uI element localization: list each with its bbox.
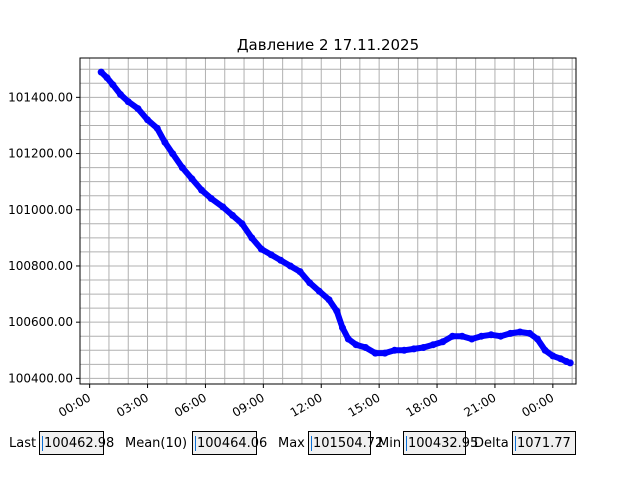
grid-lines bbox=[80, 58, 576, 384]
y-tick-label: 100400.00 bbox=[8, 371, 73, 385]
y-tick-label: 100600.00 bbox=[8, 315, 73, 329]
stat-label-max: Max bbox=[278, 436, 305, 451]
x-tick-label: 21:00 bbox=[461, 390, 498, 419]
data-point bbox=[497, 332, 505, 340]
text-caret bbox=[195, 436, 196, 451]
data-point bbox=[449, 332, 456, 340]
stat-label-mean: Mean(10) bbox=[125, 436, 188, 451]
data-point bbox=[410, 345, 418, 353]
text-caret bbox=[406, 436, 407, 451]
data-point bbox=[207, 195, 215, 202]
data-point bbox=[557, 355, 565, 363]
data-point bbox=[339, 324, 346, 332]
data-point bbox=[344, 335, 352, 343]
x-tick-label: 09:00 bbox=[230, 390, 267, 419]
data-point bbox=[306, 279, 314, 287]
y-tick-label: 100800.00 bbox=[8, 259, 73, 273]
data-point bbox=[315, 287, 323, 295]
x-axis: 00:00 03:00 06:00 09:00 12:00 15:00 18:00 21:00… bbox=[56, 384, 556, 420]
stat-value-last: 100462.98 bbox=[44, 436, 115, 451]
y-tick-label: 101000.00 bbox=[8, 203, 73, 217]
x-tick-label: 18:00 bbox=[404, 390, 441, 419]
data-point bbox=[566, 359, 574, 367]
data-point bbox=[296, 268, 304, 276]
stat-value-max: 101504.72 bbox=[313, 436, 384, 451]
stat-field-max[interactable]: 101504.72 bbox=[308, 431, 383, 455]
plot-area bbox=[80, 58, 576, 384]
stat-label-last: Last bbox=[9, 436, 37, 451]
data-point bbox=[420, 344, 427, 351]
data-point bbox=[169, 150, 177, 158]
data-point bbox=[229, 211, 236, 219]
data-point bbox=[391, 346, 399, 354]
y-tick-label: 101400.00 bbox=[8, 90, 73, 104]
text-caret bbox=[515, 436, 516, 451]
data-point bbox=[325, 296, 333, 304]
data-point bbox=[458, 332, 466, 340]
data-series bbox=[97, 68, 574, 367]
plot-frame bbox=[79, 57, 577, 385]
stat-field-last[interactable]: 100462.98 bbox=[39, 431, 114, 455]
data-point bbox=[161, 138, 169, 146]
data-point bbox=[549, 352, 557, 360]
x-tick-label: 15:00 bbox=[346, 390, 383, 419]
stat-label-min: Min bbox=[378, 436, 402, 451]
data-point bbox=[134, 105, 142, 113]
y-tick-label: 101200.00 bbox=[8, 147, 73, 161]
data-point bbox=[487, 331, 495, 339]
y-axis: 100400.00 100600.00 100800.00 101000.00 1012… bbox=[8, 90, 80, 385]
x-tick-label: 03:00 bbox=[114, 390, 151, 419]
data-point bbox=[439, 338, 447, 346]
x-tick-label: 12:00 bbox=[288, 390, 325, 419]
data-point bbox=[468, 335, 476, 343]
stat-value-mean: 100464.06 bbox=[197, 436, 268, 451]
data-point bbox=[153, 124, 161, 132]
data-point bbox=[188, 175, 196, 183]
data-point bbox=[117, 91, 124, 98]
data-point bbox=[362, 344, 370, 351]
data-point bbox=[97, 68, 105, 76]
stat-field-delta[interactable]: 1071.77 bbox=[512, 431, 576, 455]
data-point bbox=[477, 332, 485, 340]
data-point bbox=[541, 346, 549, 354]
data-point bbox=[144, 116, 151, 124]
data-point bbox=[103, 74, 111, 82]
text-caret bbox=[311, 436, 312, 451]
x-tick-label: 00:00 bbox=[56, 390, 93, 419]
data-point bbox=[277, 256, 285, 264]
data-point bbox=[533, 335, 541, 343]
data-point bbox=[400, 346, 408, 354]
data-point bbox=[109, 81, 117, 89]
stat-value-delta: 1071.77 bbox=[517, 436, 571, 451]
stat-value-min: 100432.95 bbox=[408, 436, 479, 451]
stat-label-delta: Delta bbox=[474, 436, 509, 451]
data-point bbox=[219, 203, 227, 211]
stat-field-min[interactable]: 100432.95 bbox=[403, 431, 478, 455]
data-point bbox=[381, 349, 389, 357]
data-point bbox=[267, 251, 275, 259]
data-point bbox=[124, 98, 132, 106]
data-point bbox=[429, 341, 437, 349]
data-point bbox=[506, 329, 514, 337]
data-point bbox=[516, 328, 524, 336]
data-point bbox=[178, 164, 186, 172]
x-tick-label: 00:00 bbox=[519, 390, 556, 419]
data-point bbox=[352, 341, 360, 349]
data-point bbox=[286, 262, 294, 270]
chart-title: Давление 2 17.11.2025 bbox=[237, 36, 419, 54]
data-point bbox=[257, 245, 265, 253]
x-tick-label: 06:00 bbox=[172, 390, 209, 419]
data-point bbox=[371, 349, 379, 357]
data-point bbox=[526, 329, 534, 337]
data-point bbox=[248, 234, 256, 242]
data-point bbox=[198, 186, 206, 194]
data-point bbox=[238, 220, 246, 228]
text-caret bbox=[42, 436, 43, 451]
stat-field-mean[interactable]: 100464.06 bbox=[192, 431, 267, 455]
data-point bbox=[333, 307, 341, 315]
